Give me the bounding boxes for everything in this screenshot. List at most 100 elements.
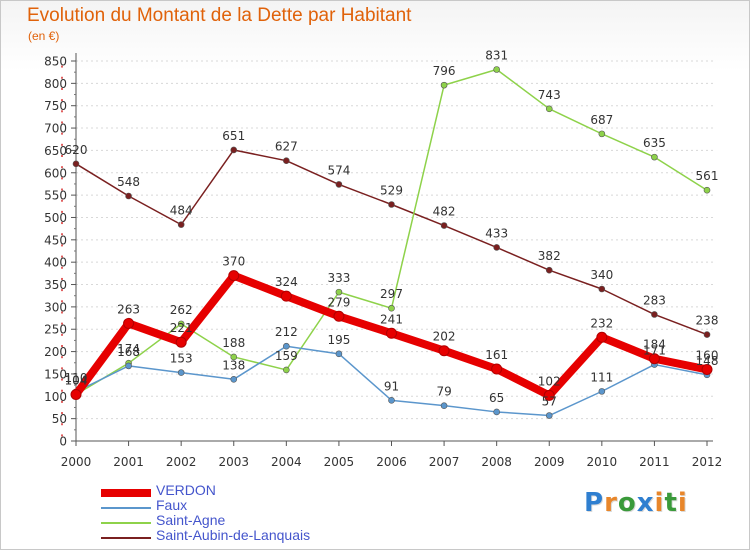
data-label: 340 <box>590 268 613 282</box>
legend-label: Saint-Aubin-de-Lanquais <box>156 527 311 543</box>
axis-marker-dot <box>61 155 63 157</box>
y-tick-label: 850 <box>44 55 67 69</box>
y-tick-label: 100 <box>44 390 67 404</box>
data-point <box>703 186 711 194</box>
axis-marker-dot <box>61 143 63 146</box>
x-tick-label: 2000 <box>61 455 92 469</box>
axis-marker-dot <box>61 412 63 415</box>
axis-marker-dot <box>61 65 63 68</box>
data-point <box>648 353 660 365</box>
data-point <box>388 201 395 208</box>
axis-marker-dot <box>61 244 63 247</box>
data-label: 561 <box>696 169 719 183</box>
proxiti-logo: Proxiti <box>584 488 688 518</box>
data-label: 79 <box>436 385 451 399</box>
axis-marker-dot <box>61 188 63 191</box>
data-label: 188 <box>222 336 245 350</box>
data-point <box>493 244 500 251</box>
data-label: 548 <box>117 175 140 189</box>
axis-marker-dot <box>61 345 63 347</box>
legend: VERDON Faux Saint-Agne Saint-Aubin-de-Lanqu… <box>101 482 401 546</box>
axis-marker-dot <box>61 233 63 236</box>
data-label: 221 <box>170 321 193 335</box>
data-point <box>440 81 448 89</box>
axis-marker-dot <box>61 177 63 180</box>
y-tick-label: 50 <box>52 412 67 426</box>
data-point <box>493 66 500 73</box>
y-tick-label: 700 <box>44 122 67 136</box>
data-label: 687 <box>590 113 613 127</box>
data-label: 148 <box>696 354 719 368</box>
y-axis-ticks: 0 50 100 150 200 250 300 350 400 450 500 550 600 650 7… <box>44 55 76 449</box>
data-point <box>388 397 395 404</box>
x-tick-label: 2011 <box>639 455 670 469</box>
data-label: 202 <box>433 330 456 344</box>
data-label: 65 <box>489 391 504 405</box>
data-label: 138 <box>222 358 245 372</box>
data-label: 620 <box>65 143 88 157</box>
data-label: 232 <box>590 316 613 330</box>
data-point <box>596 331 608 343</box>
data-label: 110 <box>65 371 88 385</box>
unit-label: (en €) <box>28 29 60 43</box>
data-point <box>651 311 658 318</box>
data-point <box>228 270 240 282</box>
data-point <box>493 408 500 416</box>
axis-marker-dot <box>61 423 63 426</box>
y-tick-label: 0 <box>59 435 67 449</box>
data-label: 297 <box>380 287 403 301</box>
series-lines <box>70 66 713 419</box>
data-labels: 620 548 484 651 627 574 529 482 433 382 340 283 238 1… <box>65 48 719 408</box>
data-point <box>386 327 397 339</box>
logo-letter: i <box>654 488 665 518</box>
x-tick-label: 2001 <box>113 455 144 469</box>
data-point <box>230 376 238 383</box>
data-label: 91 <box>384 379 399 393</box>
axis-marker-dot <box>61 210 63 213</box>
data-label: 102 <box>538 374 561 388</box>
y-tick-label: 150 <box>44 367 67 381</box>
logo-letter: r <box>604 488 618 518</box>
data-point <box>440 222 448 229</box>
data-label: 153 <box>170 352 193 366</box>
data-label: 743 <box>538 88 561 102</box>
data-point <box>651 153 658 161</box>
x-tick-label: 2008 <box>481 455 512 469</box>
y-tick-label: 500 <box>44 211 67 225</box>
data-point <box>491 363 503 375</box>
y-tick-label: 350 <box>44 278 67 292</box>
data-label: 174 <box>117 342 140 356</box>
logo-letter: P <box>584 488 605 518</box>
legend-item: Saint-Aubin-de-Lanquais <box>101 527 401 546</box>
data-label: 635 <box>643 136 666 150</box>
data-label: 283 <box>643 293 666 307</box>
data-label: 195 <box>327 333 350 347</box>
data-label: 104 <box>65 374 88 388</box>
x-tick-label: 2010 <box>587 455 618 469</box>
axis-marker-dot <box>61 333 63 336</box>
axis-marker-dot <box>61 87 63 90</box>
data-point <box>598 130 606 138</box>
data-point <box>335 350 343 358</box>
legend-item: Saint-Agne <box>101 512 401 531</box>
data-point <box>703 331 711 338</box>
x-tick-label: 2006 <box>376 455 407 469</box>
y-tick-label: 250 <box>44 323 67 337</box>
axis-marker-dot <box>61 300 63 303</box>
data-label: 171 <box>643 344 666 358</box>
legend-label: Faux <box>156 497 188 513</box>
data-point <box>438 345 450 357</box>
axis-marker-dot <box>61 400 63 403</box>
data-point <box>283 342 290 350</box>
y-tick-label: 300 <box>44 300 67 314</box>
legend-swatch <box>101 522 151 524</box>
axis-marker-dot <box>61 199 63 202</box>
axis-marker-dot <box>61 322 63 325</box>
axis-marker-dot <box>61 277 63 280</box>
y-tick-label: 550 <box>44 189 67 203</box>
data-label: 168 <box>117 345 140 359</box>
data-label: 161 <box>485 348 508 362</box>
data-point <box>70 389 82 401</box>
data-label: 651 <box>222 129 245 143</box>
data-point <box>177 221 185 228</box>
